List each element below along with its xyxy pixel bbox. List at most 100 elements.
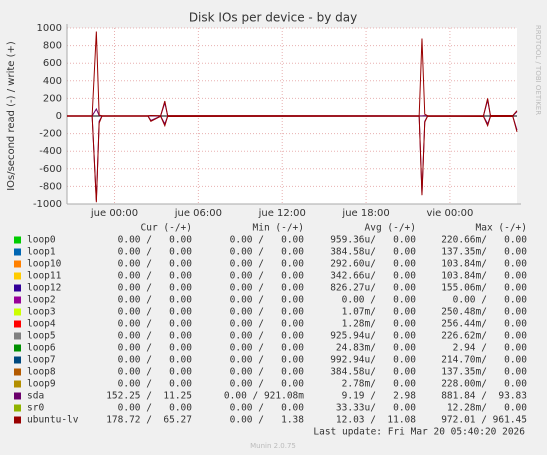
y-tick-label: 800	[43, 41, 62, 52]
y-axis-label: IOs/second read (-) / write (+)	[6, 41, 17, 191]
legend-stat: 0.00 / 0.00	[230, 235, 305, 246]
legend-stat: 959.36u/ 0.00	[330, 235, 416, 246]
legend-label: loop10	[27, 259, 62, 270]
legend-stat: 0.00 / 0.00	[230, 259, 305, 270]
legend-stat: 0.00 / 1.38	[230, 415, 305, 426]
legend-stat: 0.00 / 0.00	[342, 295, 417, 306]
legend-stat: 992.94u/ 0.00	[330, 355, 416, 366]
series-line	[67, 31, 518, 117]
legend-stat: 384.58u/ 0.00	[330, 367, 416, 378]
legend-stat: 0.00 / 0.00	[118, 367, 193, 378]
legend-stat: 152.25 / 11.25	[106, 391, 192, 402]
legend-swatch	[14, 332, 21, 340]
legend-stat: 0.00 / 0.00	[118, 271, 193, 282]
legend-swatch	[14, 320, 21, 328]
legend-stat: 137.35m/ 0.00	[441, 247, 527, 258]
legend-stat: 256.44m/ 0.00	[441, 319, 527, 330]
column-header: Max (-/+)	[476, 223, 527, 234]
y-tick-label: -200	[39, 129, 62, 140]
legend-stat: 0.00 / 0.00	[118, 343, 193, 354]
legend-stat: 178.72 / 65.27	[106, 415, 192, 426]
legend-stat: 0.00 / 921.08m	[224, 391, 304, 402]
legend-stat: 0.00 / 0.00	[118, 295, 193, 306]
legend-stat: 228.00m/ 0.00	[441, 379, 527, 390]
column-header: Cur (-/+)	[141, 223, 192, 234]
legend-stat: 0.00 / 0.00	[118, 403, 193, 414]
legend-swatch	[14, 368, 21, 376]
legend-label: loop2	[27, 295, 56, 306]
legend-label: sr0	[27, 403, 44, 414]
legend-stat: 1.28m/ 0.00	[342, 319, 417, 330]
legend-label: loop7	[27, 355, 56, 366]
legend-stat: 1.07m/ 0.00	[342, 307, 417, 318]
side-label: RRDTOOL / TOBI OETIKER	[534, 25, 542, 115]
legend-swatch	[14, 236, 21, 244]
legend-stat: 0.00 / 0.00	[230, 295, 305, 306]
legend-swatch	[14, 416, 21, 424]
legend-stat: 12.03 / 11.08	[336, 415, 416, 426]
legend-stat: 0.00 / 0.00	[118, 355, 193, 366]
legend-swatch	[14, 356, 21, 364]
legend-stat: 292.60u/ 0.00	[330, 259, 416, 270]
legend-stat: 226.62m/ 0.00	[441, 331, 527, 342]
legend-stat: 0.00 / 0.00	[230, 283, 305, 294]
legend-stat: 0.00 / 0.00	[118, 235, 193, 246]
legend-label: ubuntu-lv	[27, 415, 79, 426]
legend-label: sda	[27, 391, 44, 402]
legend-label: loop1	[27, 247, 56, 258]
legend-label: loop9	[27, 379, 56, 390]
legend-stat: 0.00 / 0.00	[118, 247, 193, 258]
legend-label: loop3	[27, 307, 56, 318]
legend-stat: 9.19 / 2.98	[342, 391, 417, 402]
legend-stat: 881.84 / 93.83	[441, 391, 527, 402]
legend-swatch	[14, 380, 21, 388]
y-tick-label: 200	[43, 93, 62, 104]
legend-stat: 0.00 / 0.00	[230, 331, 305, 342]
column-header: Min (-/+)	[253, 223, 304, 234]
legend-swatch	[14, 392, 21, 400]
legend-stat: 24.83m/ 0.00	[336, 343, 416, 354]
footer: Munin 2.0.75	[250, 442, 296, 450]
legend-stat: 0.00 / 0.00	[118, 319, 193, 330]
legend-stat: 384.58u/ 0.00	[330, 247, 416, 258]
legend-stat: 2.78m/ 0.00	[342, 379, 417, 390]
legend-swatch	[14, 248, 21, 256]
column-header: Avg (-/+)	[365, 223, 416, 234]
legend-stat: 342.66u/ 0.00	[330, 271, 416, 282]
legend-stat: 0.00 / 0.00	[230, 403, 305, 414]
legend-swatch	[14, 404, 21, 412]
series-line	[67, 115, 518, 203]
last-update: Last update: Fri Mar 20 05:40:20 2026	[313, 427, 525, 438]
legend-stat: 12.28m/ 0.00	[447, 403, 527, 414]
legend-stat: 972.01 / 961.45	[441, 415, 527, 426]
legend-stat: 33.33u/ 0.00	[336, 403, 416, 414]
y-tick-label: -600	[39, 164, 62, 175]
legend-swatch	[14, 260, 21, 268]
legend-stat: 0.00 / 0.00	[230, 379, 305, 390]
legend-stat: 0.00 / 0.00	[118, 379, 193, 390]
x-tick-label: jue 12:00	[258, 208, 306, 219]
legend-swatch	[14, 284, 21, 292]
legend-stat: 137.35m/ 0.00	[441, 367, 527, 378]
legend-label: loop8	[27, 367, 56, 378]
y-tick-label: 400	[43, 76, 62, 87]
legend-stat: 103.84m/ 0.00	[441, 271, 527, 282]
legend-swatch	[14, 344, 21, 352]
legend-stat: 0.00 / 0.00	[118, 283, 193, 294]
legend-stat: 826.27u/ 0.00	[330, 283, 416, 294]
legend-swatch	[14, 272, 21, 280]
legend-stat: 214.70m/ 0.00	[441, 355, 527, 366]
legend-stat: 155.06m/ 0.00	[441, 283, 527, 294]
y-tick-label: 600	[43, 58, 62, 69]
legend-stat: 0.00 / 0.00	[230, 247, 305, 258]
legend-label: loop0	[27, 235, 56, 246]
x-tick-label: jue 06:00	[174, 208, 222, 219]
legend-stat: 220.66m/ 0.00	[441, 235, 527, 246]
legend-stat: 0.00 / 0.00	[453, 295, 528, 306]
legend-stat: 0.00 / 0.00	[230, 319, 305, 330]
y-tick-label: -400	[39, 146, 62, 157]
legend-stat: 0.00 / 0.00	[230, 307, 305, 318]
legend-stat: 250.48m/ 0.00	[441, 307, 527, 318]
legend-label: loop11	[27, 271, 62, 282]
